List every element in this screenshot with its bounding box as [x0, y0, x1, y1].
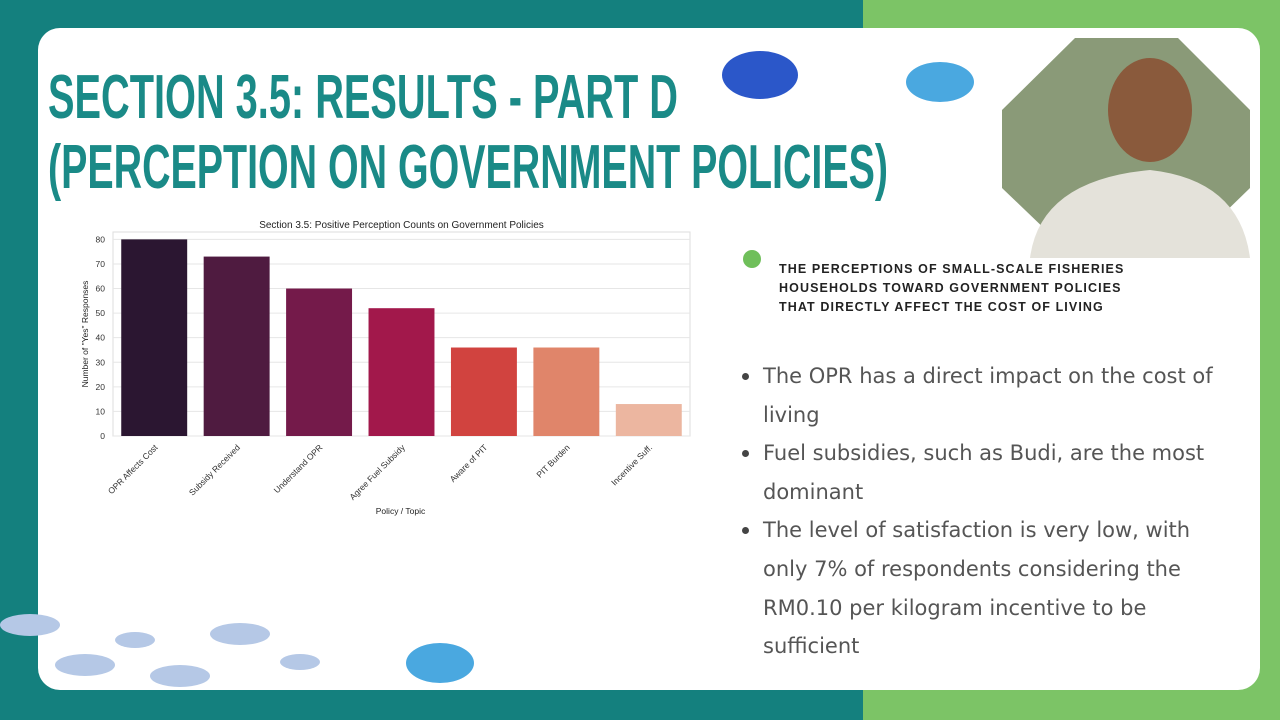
- bar: [615, 404, 682, 436]
- y-tick-label: 80: [96, 234, 106, 244]
- y-tick-label: 20: [96, 382, 106, 392]
- y-axis-label: Number of "Yes" Responses: [80, 281, 90, 388]
- y-tick-label: 70: [96, 259, 106, 269]
- y-tick-label: 30: [96, 357, 106, 367]
- y-tick-label: 10: [96, 406, 106, 416]
- bar: [450, 347, 517, 436]
- bullet: Fuel subsidies, such as Budi, are the mo…: [740, 434, 1230, 511]
- bar: [203, 256, 270, 436]
- y-tick-label: 0: [100, 431, 105, 441]
- chart-title: Section 3.5: Positive Perception Counts …: [259, 220, 544, 231]
- y-tick-label: 50: [96, 308, 106, 318]
- section-heading: THE PERCEPTIONS OF SMALL-SCALE FISHERIES: [779, 262, 1124, 276]
- bullet: The level of satisfaction is very low, w…: [740, 511, 1230, 665]
- y-tick-label: 60: [96, 284, 106, 294]
- fish-decor: [0, 51, 974, 687]
- speaker-shirt: [1030, 170, 1250, 258]
- bar: [286, 288, 353, 436]
- section-heading: HOUSEHOLDS TOWARD GOVERNMENT POLICIES: [779, 281, 1122, 295]
- bar: [368, 308, 435, 436]
- y-tick-label: 40: [96, 333, 106, 343]
- bar: [533, 347, 600, 436]
- slide-title: (PERCEPTION ON GOVERNMENT POLICIES): [48, 133, 888, 202]
- section-heading: THAT DIRECTLY AFFECT THE COST OF LIVING: [779, 300, 1104, 314]
- heading-dot: [743, 250, 761, 268]
- slide-title: SECTION 3.5: RESULTS - PART D: [48, 63, 678, 132]
- bullet: The OPR has a direct impact on the cost …: [740, 357, 1230, 434]
- speaker-face: [1108, 58, 1192, 162]
- bar: [121, 239, 188, 436]
- x-axis-label: Policy / Topic: [376, 506, 426, 516]
- bullet-list: The OPR has a direct impact on the cost …: [740, 357, 1230, 666]
